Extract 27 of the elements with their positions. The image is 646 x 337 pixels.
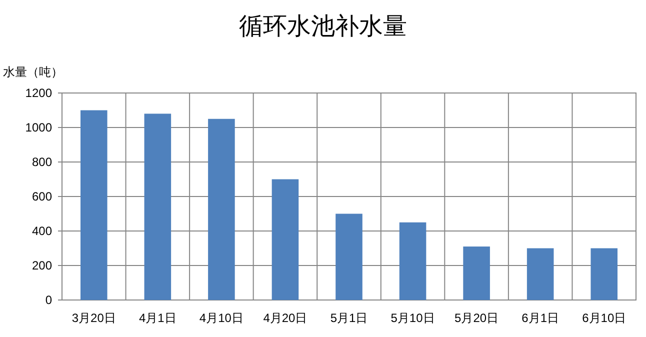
y-tick-label: 1000 <box>25 120 52 134</box>
bar <box>399 222 426 300</box>
bar <box>208 118 235 300</box>
bar <box>590 248 618 300</box>
bar <box>463 246 490 300</box>
y-tick-label: 200 <box>32 258 52 272</box>
x-tick-label: 6月10日 <box>582 311 626 325</box>
x-tick-label: 5月1日 <box>330 311 368 325</box>
y-tick-label: 0 <box>45 293 52 307</box>
bar <box>272 179 299 300</box>
x-tick-label: 4月20日 <box>263 311 308 325</box>
x-tick-label: 3月20日 <box>72 311 116 325</box>
bar <box>336 214 362 300</box>
y-tick-label: 1200 <box>25 86 52 100</box>
x-tick-label: 4月10日 <box>199 311 244 325</box>
y-tick-label: 600 <box>32 190 52 204</box>
bar <box>80 110 108 300</box>
y-axis-title: 水量（吨） <box>3 65 63 79</box>
x-tick-label: 6月1日 <box>522 311 560 325</box>
bar <box>144 114 172 300</box>
y-tick-label: 400 <box>32 224 52 238</box>
x-tick-label: 5月20日 <box>454 311 499 325</box>
x-tick-label: 4月1日 <box>138 311 176 325</box>
y-tick-label: 800 <box>32 155 52 169</box>
chart-title: 循环水池补水量 <box>239 13 407 40</box>
bar <box>526 248 554 300</box>
x-tick-label: 5月10日 <box>390 311 435 325</box>
